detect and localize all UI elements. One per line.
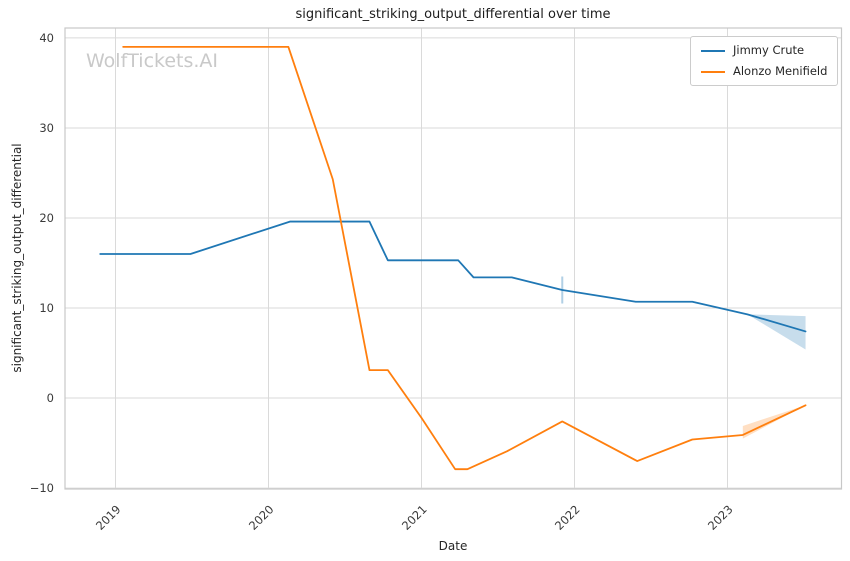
legend-item-jimmy-crute: Jimmy Crute <box>701 43 827 58</box>
series-line-alonzo-menifield <box>122 46 807 471</box>
series-line-jimmy-crute <box>99 220 807 333</box>
x-axis-label: Date <box>439 539 468 553</box>
series-line-layer <box>99 46 807 471</box>
chart-title: significant_striking_output_differential… <box>296 7 611 22</box>
x-tick-label: 2020 <box>246 502 277 533</box>
y-tick-label: 40 <box>39 31 54 45</box>
legend-label: Jimmy Crute <box>733 43 805 57</box>
grid-layer <box>65 28 842 489</box>
y-tick-label: 10 <box>39 301 54 315</box>
legend: Jimmy Crute Alonzo Menifield <box>690 36 838 86</box>
confidence-band-layer <box>561 276 806 439</box>
y-tick-label: −10 <box>30 481 54 495</box>
x-tick-label: 2021 <box>399 502 430 533</box>
x-tick-label: 2022 <box>552 502 583 533</box>
plot-border <box>64 27 843 490</box>
y-tick-label: 20 <box>39 211 54 225</box>
forecast-band <box>747 314 806 350</box>
legend-label: Alonzo Menifield <box>733 64 828 78</box>
x-tick-label: 2023 <box>705 502 736 533</box>
legend-item-alonzo-menifield: Alonzo Menifield <box>701 64 827 79</box>
forecast-band <box>742 405 806 439</box>
y-axis-label: significant_striking_output_differential <box>10 143 24 372</box>
legend-line-swatch-blue <box>701 49 725 52</box>
legend-line-swatch-orange <box>701 70 725 73</box>
y-tick-label: 0 <box>47 391 54 405</box>
y-tick-label: 30 <box>39 121 54 135</box>
watermark: WolfTickets.AI <box>86 50 218 72</box>
x-tick-label: 2019 <box>93 502 124 533</box>
